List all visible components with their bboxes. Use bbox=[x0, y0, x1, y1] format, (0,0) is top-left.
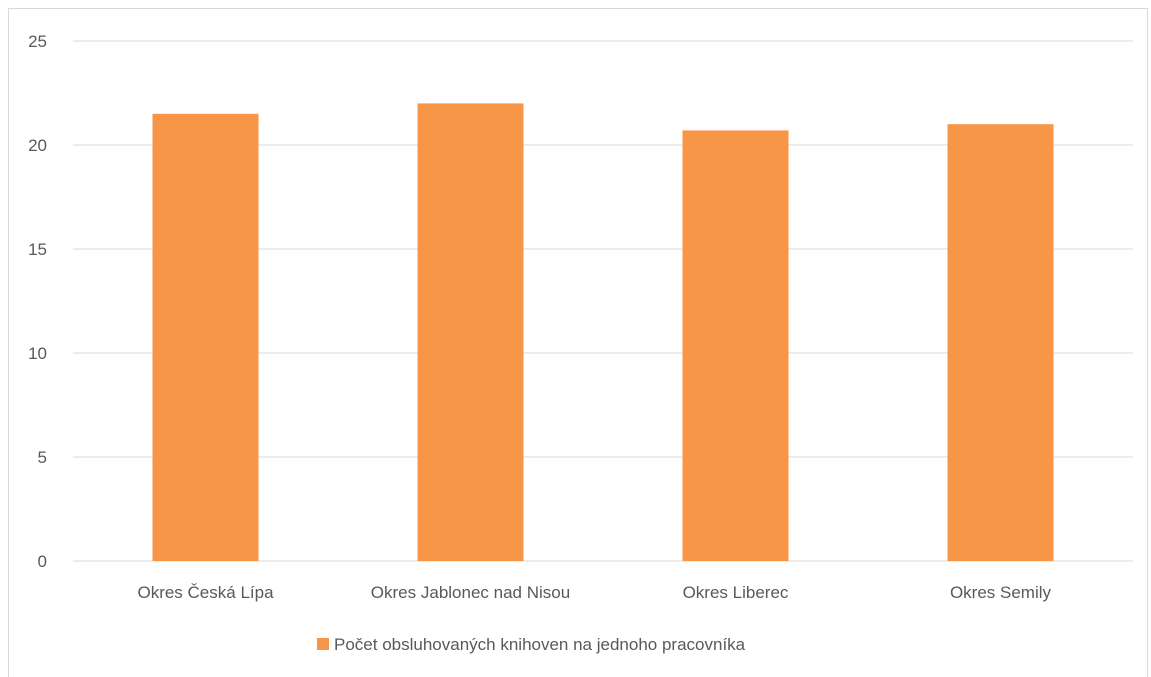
bars bbox=[152, 103, 1054, 562]
legend-swatch bbox=[317, 638, 329, 650]
x-tick-label: Okres Jablonec nad Nisou bbox=[371, 583, 570, 602]
bar bbox=[947, 124, 1054, 561]
y-tick-label: 25 bbox=[28, 32, 47, 51]
x-tick-label: Okres Semily bbox=[950, 583, 1052, 602]
y-tick-label: 15 bbox=[28, 240, 47, 259]
legend-label: Počet obsluhovaných knihoven na jednoho … bbox=[334, 635, 746, 654]
y-tick-label: 20 bbox=[28, 136, 47, 155]
y-axis-tick-labels: 0 5 10 15 20 25 bbox=[28, 32, 47, 571]
bar bbox=[682, 130, 789, 561]
y-tick-label: 0 bbox=[38, 552, 47, 571]
x-tick-label: Okres Česká Lípa bbox=[137, 583, 274, 602]
x-tick-label: Okres Liberec bbox=[683, 583, 789, 602]
y-tick-label: 10 bbox=[28, 344, 47, 363]
x-axis-category-labels: Okres Česká Lípa Okres Jablonec nad Nisou… bbox=[137, 583, 1051, 602]
bar bbox=[417, 103, 524, 562]
legend: Počet obsluhovaných knihoven na jednoho … bbox=[317, 635, 746, 654]
bar bbox=[152, 113, 259, 562]
y-tick-label: 5 bbox=[38, 448, 47, 467]
